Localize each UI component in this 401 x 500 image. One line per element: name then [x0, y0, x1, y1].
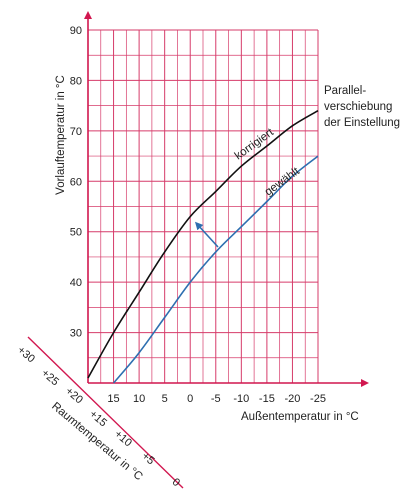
x-tick-label: 5 [162, 393, 168, 405]
x-tick-labels: 15 10 5 0 -5 -10 -15 -20 -25 [107, 393, 326, 405]
series-lines [87, 110, 319, 384]
x-tick-label: 10 [133, 393, 145, 405]
axes [27, 11, 369, 489]
room-axis-line [27, 336, 184, 489]
annotation-line-2: verschiebung [324, 101, 392, 113]
y-tick-label: 90 [70, 25, 82, 37]
y-axis-title: Vorlauftemperatur in °C [55, 75, 67, 195]
y-tick-label: 70 [70, 126, 82, 138]
annotation-line-3: der Einstellung [324, 117, 400, 129]
shift-arrow [194, 221, 219, 248]
y-tick-label: 60 [70, 176, 82, 188]
series-line-korrigiert [87, 110, 319, 379]
room-tick-label: 0 [170, 476, 182, 489]
series-line-gewaehlt [112, 155, 319, 384]
y-tick-labels: 30 40 50 60 70 80 90 [70, 25, 82, 340]
room-tick-labels: +30+25+20+15+10+50 [15, 344, 182, 489]
room-tick-label: +25 [39, 367, 61, 388]
x-tick-label: -15 [259, 393, 275, 405]
room-tick-label: +10 [112, 428, 134, 449]
x-tick-label: -10 [233, 393, 249, 405]
y-tick-label: 80 [70, 75, 82, 87]
x-tick-label: 0 [187, 393, 193, 405]
y-tick-label: 50 [70, 227, 82, 239]
room-tick-label: +15 [87, 408, 109, 429]
x-tick-label: 15 [107, 393, 119, 405]
room-tick-label: +5 [139, 450, 156, 467]
x-tick-label: -20 [284, 393, 300, 405]
grid-lines [88, 29, 319, 383]
y-tick-label: 40 [70, 277, 82, 289]
room-tick-label: +30 [15, 344, 37, 365]
x-tick-label: -25 [310, 393, 326, 405]
x-axis-title: Außentemperatur in °C [241, 411, 359, 423]
x-tick-label: -5 [211, 393, 221, 405]
y-tick-label: 30 [70, 328, 82, 340]
annotation-line-1: Parallel- [324, 85, 366, 97]
